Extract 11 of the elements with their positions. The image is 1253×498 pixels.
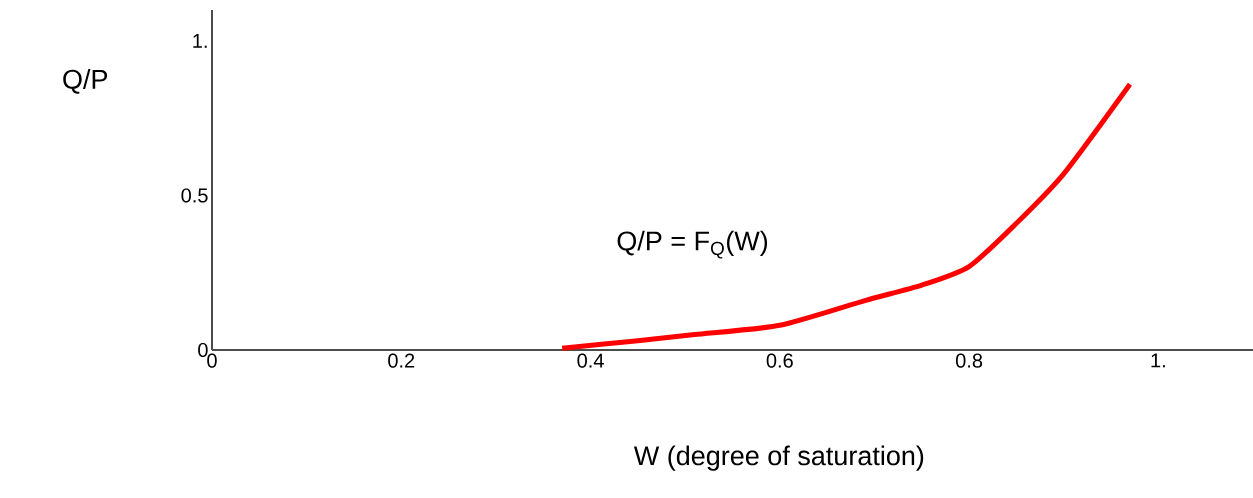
y-tick-label: 1.	[193, 34, 207, 48]
x-tick-label: 0.4	[577, 353, 604, 368]
annotation: Q/P = F$_{Q}$(W)	[617, 230, 768, 259]
x-tick-label: 1.	[1151, 353, 1165, 368]
y-tick-label: 0	[198, 342, 208, 358]
y-tick-label: 0.5	[181, 188, 208, 203]
x-tick-label: 0.6	[766, 353, 793, 368]
x-tick-label: 0.8	[955, 353, 983, 368]
y-axis-title: Q/P	[63, 69, 108, 94]
x-tick-label: 0.2	[388, 353, 415, 368]
x-axis-title: W (degree of saturation)	[633, 445, 924, 471]
